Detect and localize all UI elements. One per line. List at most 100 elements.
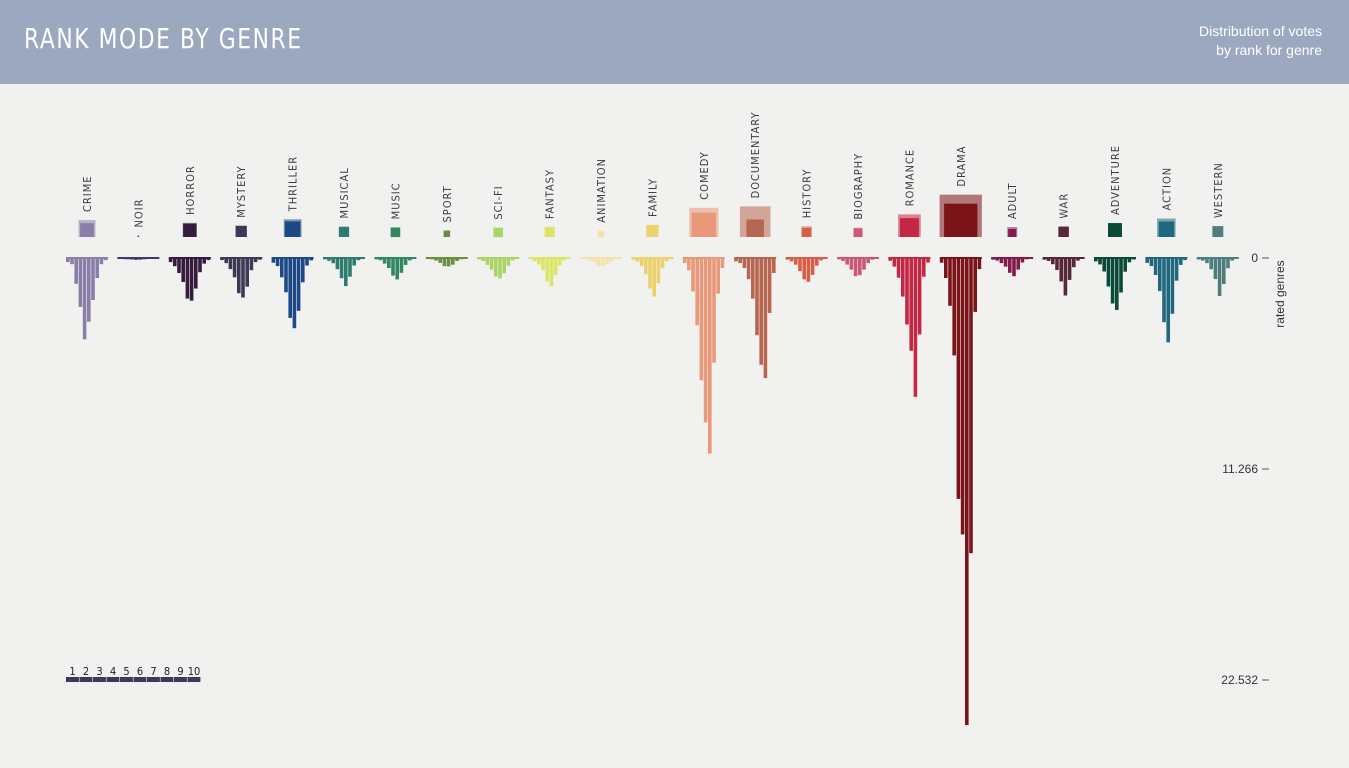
bar-sport-rank-10 (463, 258, 468, 259)
bar-sci-fi-rank-4 (489, 258, 494, 270)
bar-drama-rank-10 (977, 258, 982, 270)
bar-horror-rank-9 (202, 258, 206, 264)
bar-animation-rank-2 (584, 258, 588, 260)
bar-horror-rank-2 (173, 258, 177, 267)
genre-label-war: WAR (1058, 193, 1071, 219)
bar-comedy-rank-7 (708, 258, 712, 454)
genre-label-romance: ROMANCE (903, 149, 916, 207)
legend-bin-5 (120, 677, 133, 682)
bar-crime-rank-3 (74, 258, 78, 284)
bar-biography-rank-3 (845, 258, 849, 265)
bar-family-rank-6 (652, 258, 656, 297)
bar-fantasy-rank-3 (537, 258, 541, 265)
mode-box-inner (1158, 221, 1175, 237)
legend-bin-7 (147, 677, 160, 682)
bar-history-rank-4 (798, 258, 802, 272)
bar-horror-rank-7 (194, 258, 198, 289)
bar-thriller-rank-2 (275, 258, 280, 267)
bar-comedy-rank-4 (695, 258, 699, 326)
legend-bin-1 (66, 677, 79, 682)
genre-group-western: WESTERN (1196, 162, 1239, 296)
bar-musical-rank-1 (323, 258, 327, 260)
genre-group-music: MUSIC (374, 182, 417, 280)
bar-musical-rank-5 (339, 258, 344, 279)
bar-crime-rank-8 (95, 258, 99, 278)
bar-romance-rank-4 (901, 258, 905, 297)
bar-sci-fi-rank-10 (515, 258, 519, 259)
bar-horror-rank-1 (168, 258, 173, 263)
bar-sport-rank-9 (459, 258, 463, 260)
bar-drama-rank-9 (973, 258, 977, 312)
bar-thriller-rank-8 (301, 258, 305, 283)
genre-group-sport: SPORT (425, 185, 468, 267)
mode-box-inner (853, 228, 863, 237)
bar-music-rank-2 (378, 258, 383, 261)
bar-sport-rank-5 (442, 258, 447, 267)
bar-musical-rank-4 (335, 258, 340, 270)
bar-sci-fi-rank-1 (477, 258, 481, 260)
bar-animation-rank-5 (596, 258, 601, 267)
bar-drama-rank-8 (969, 258, 973, 554)
bar-biography-rank-9 (870, 258, 875, 260)
bar-thriller-rank-10 (309, 258, 313, 261)
bar-fantasy-rank-4 (541, 258, 545, 271)
bar-adventure-rank-9 (1127, 258, 1132, 263)
genre-rank-chart: CRIME NOIR HORROR MYSTERY THRILLER MUSICAL MUS… (66, 111, 1287, 726)
bar-drama-rank-1 (939, 258, 944, 263)
genre-group-action: ACTION (1145, 167, 1188, 343)
genre-group-comedy: COMEDY (682, 151, 725, 454)
legend-bin-3 (93, 677, 106, 682)
bar-family-rank-7 (656, 258, 661, 284)
bar-sport-rank-2 (430, 258, 434, 260)
bar-thriller-rank-4 (284, 258, 288, 293)
bar-music-rank-6 (395, 258, 399, 280)
bar-crime-rank-6 (87, 258, 91, 322)
subtitle-line-2: by rank for genre (1216, 42, 1322, 58)
genre-label-action: ACTION (1160, 167, 1173, 211)
bar-musical-rank-7 (348, 258, 352, 277)
legend-bin-2 (79, 677, 93, 682)
mode-box-inner (443, 230, 451, 237)
bar-comedy-rank-5 (699, 258, 704, 381)
genre-label-family: FAMILY (646, 178, 659, 217)
mode-box-inner (284, 221, 301, 237)
genre-group-family: FAMILY (631, 178, 674, 297)
bar-action-rank-3 (1153, 258, 1158, 275)
bar-history-rank-10 (823, 258, 827, 259)
bar-noir-rank-4 (130, 258, 134, 260)
bar-sport-rank-7 (451, 258, 455, 265)
bar-crime-rank-10 (103, 258, 108, 261)
bar-biography-rank-5 (853, 258, 858, 277)
genre-group-crime: CRIME (66, 176, 108, 340)
genre-label-musical: MUSICAL (338, 167, 351, 218)
bar-noir-rank-6 (138, 258, 142, 260)
bar-biography-rank-1 (837, 258, 841, 260)
bar-horror-rank-4 (181, 258, 185, 282)
bar-music-rank-9 (408, 258, 412, 261)
genre-label-western: WESTERN (1212, 162, 1225, 218)
bar-adult-rank-1 (991, 258, 995, 260)
mode-box-inner (493, 227, 503, 238)
bar-western-rank-7 (1222, 258, 1226, 284)
bar-noir-rank-7 (142, 258, 147, 260)
bar-horror-rank-3 (177, 258, 181, 273)
bar-noir-rank-1 (117, 258, 121, 259)
bar-comedy-rank-6 (703, 258, 708, 423)
bar-family-rank-5 (648, 258, 652, 289)
bar-fantasy-rank-9 (562, 258, 566, 261)
mode-box-inner (802, 228, 812, 237)
bar-adventure-rank-8 (1123, 258, 1127, 272)
mode-box-inner (691, 212, 716, 237)
bar-western-rank-1 (1196, 258, 1201, 260)
genre-group-romance: ROMANCE (888, 149, 931, 397)
bar-western-rank-8 (1226, 258, 1230, 269)
genre-group-war: WAR (1042, 193, 1085, 296)
bar-war-rank-3 (1051, 258, 1055, 265)
mode-box-inner (646, 224, 659, 237)
genre-label-noir: NOIR (132, 198, 145, 227)
bar-adult-rank-4 (1003, 258, 1008, 267)
bar-thriller-rank-3 (280, 258, 284, 278)
genre-group-thriller: THRILLER (271, 156, 314, 329)
bar-horror-rank-10 (206, 258, 211, 261)
bar-western-rank-5 (1213, 258, 1218, 279)
